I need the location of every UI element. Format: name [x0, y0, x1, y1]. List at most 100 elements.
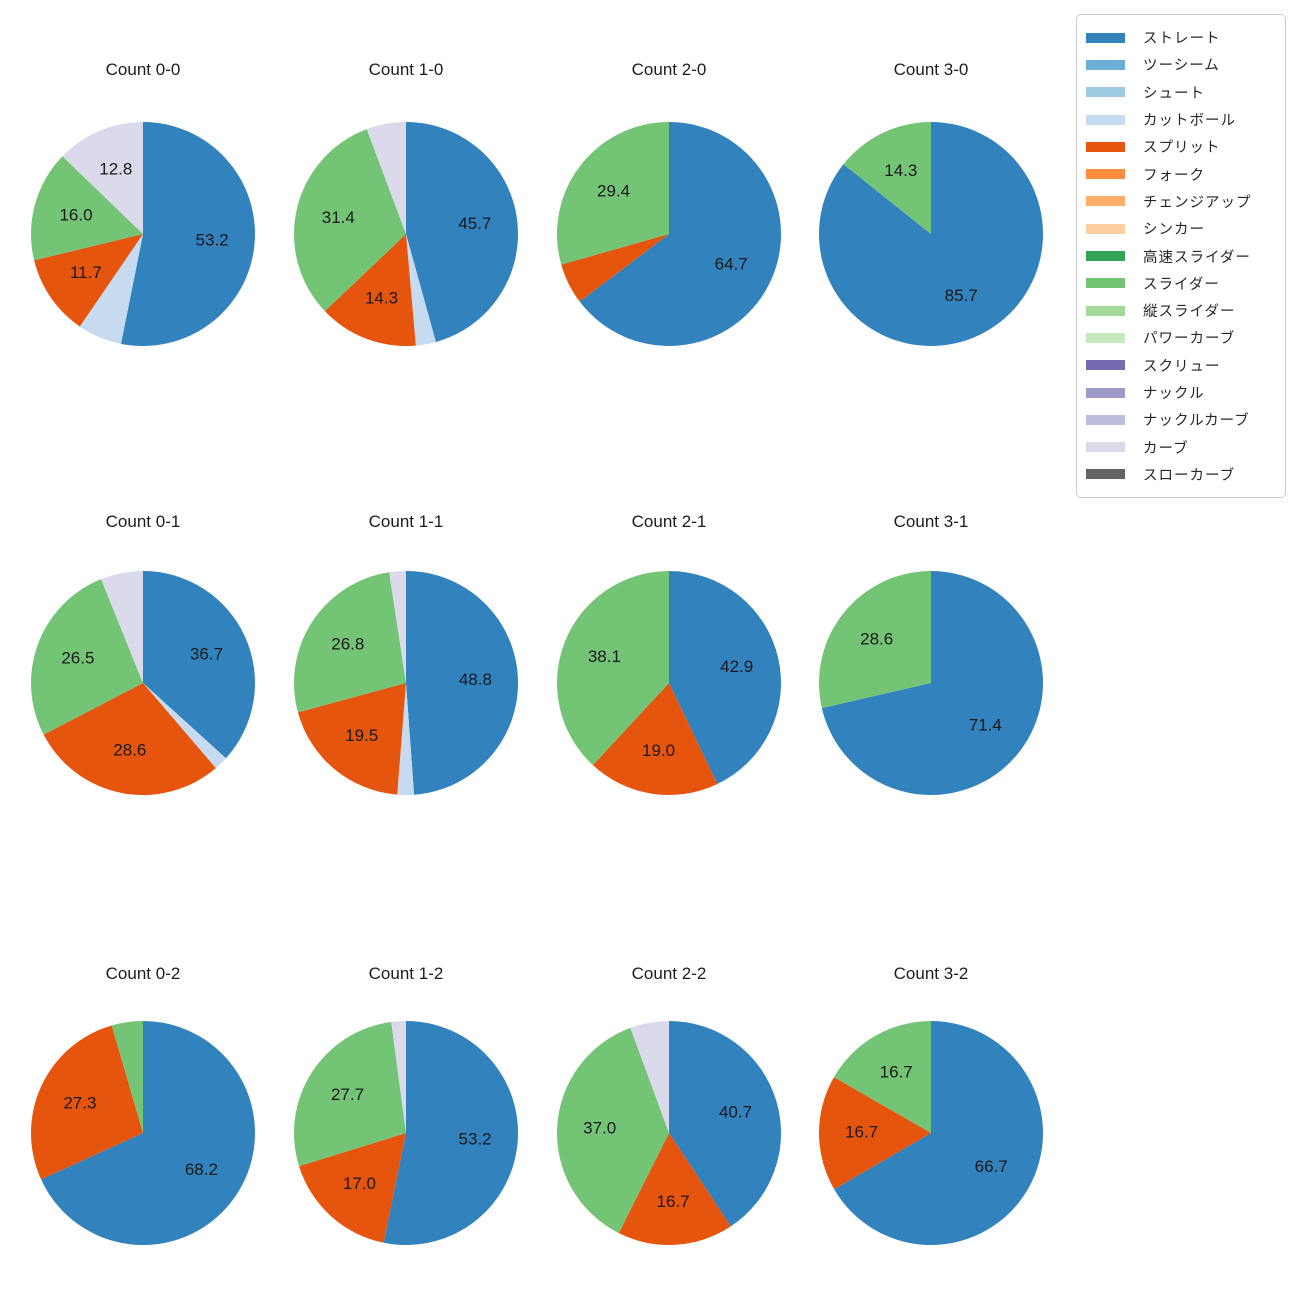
legend-swatch-icon [1086, 332, 1125, 343]
legend-label: ストレート [1143, 31, 1221, 48]
pie-count-3-0: 85.7 14.3 [819, 122, 1043, 346]
slice-percent-label: 48.8 [459, 670, 492, 689]
legend-label: 縦スライダー [1143, 304, 1236, 321]
pie-slice-スプリット [561, 234, 669, 302]
pie-slice-カーブ [630, 1021, 669, 1133]
legend-item: パワーカーブ [1086, 324, 1276, 351]
pie-slice-カーブ [391, 1021, 406, 1133]
legend-swatch-icon [1086, 278, 1125, 289]
pie-slice-カットボール [79, 234, 143, 344]
legend-swatch-icon [1086, 169, 1125, 180]
slice-percent-label: 64.7 [715, 254, 748, 273]
slice-percent-label: 27.3 [63, 1093, 96, 1112]
slice-percent-label: 29.4 [597, 182, 630, 201]
pie-slice-ストレート [121, 122, 255, 346]
legend-item: ナックルカーブ [1086, 406, 1276, 433]
pie-slice-ストレート [819, 122, 1043, 346]
slice-percent-label: 36.7 [190, 644, 223, 663]
legend-swatch-icon [1086, 32, 1125, 43]
legend-item: スクリュー [1086, 352, 1276, 379]
pie-count-2-1: 42.9 19.0 38.1 [557, 571, 781, 795]
legend-label: シュート [1143, 85, 1205, 102]
pie-count-3-1: 71.4 28.6 [819, 571, 1043, 795]
pie-slice-スライダー [557, 571, 669, 766]
legend-swatch-icon [1086, 305, 1125, 316]
pie-count-0-2: 68.2 27.3 [31, 1021, 255, 1245]
slice-percent-label: 28.6 [113, 741, 146, 760]
pie-slice-ストレート [41, 1021, 255, 1245]
slice-percent-label: 11.7 [70, 263, 102, 282]
chart-title-count-0-2: Count 0-2 [105, 964, 181, 983]
chart-title-count-0-0: Count 0-0 [105, 60, 181, 79]
pie-slice-スライダー [557, 122, 669, 265]
pie-slice-スライダー [294, 129, 406, 312]
legend-label: チェンジアップ [1143, 194, 1252, 211]
slice-percent-label: 16.7 [845, 1123, 878, 1142]
pie-slice-スライダー [557, 1027, 669, 1234]
chart-title-count-1-0: Count 1-0 [368, 60, 444, 79]
slice-percent-label: 37.0 [583, 1119, 616, 1138]
pie-count-1-2: 53.2 17.0 27.7 [294, 1021, 518, 1245]
slice-percent-label: 71.4 [969, 716, 1002, 735]
pie-count-2-2: 40.7 16.7 37.0 [557, 1021, 781, 1245]
pie-slice-スプリット [618, 1133, 731, 1245]
pie-slice-スプリット [324, 234, 416, 346]
pie-slice-スライダー [843, 122, 931, 234]
slice-percent-label: 16.0 [59, 205, 92, 224]
legend-swatch-icon [1086, 251, 1125, 262]
legend-label: フォーク [1143, 167, 1205, 184]
pie-slice-ストレート [669, 571, 781, 785]
legend-box: ストレート ツーシーム シュート カットボール スプリット フォーク チェンジアップ シンカー… [1076, 14, 1286, 499]
chart-title-count-3-1: Count 3-1 [893, 512, 969, 531]
legend-item: シンカー [1086, 215, 1276, 242]
pie-count-1-0: 45.7 14.3 31.4 [294, 122, 518, 346]
pie-slice-スプリット [592, 683, 718, 795]
pie-slice-スプリット [819, 1077, 931, 1190]
legend-label: シンカー [1143, 222, 1205, 239]
pie-slice-スプリット [297, 683, 406, 795]
slice-percent-label: 14.3 [884, 161, 917, 180]
legend-swatch-icon [1086, 114, 1125, 125]
pie-slice-スライダー [833, 1021, 931, 1133]
legend-swatch-icon [1086, 87, 1125, 98]
pie-slice-ストレート [579, 122, 781, 346]
legend-label: スライダー [1143, 276, 1220, 293]
legend-swatch-icon [1086, 414, 1125, 425]
legend-item: 高速スライダー [1086, 242, 1276, 269]
legend-swatch-icon [1086, 141, 1125, 152]
legend-swatch-icon [1086, 360, 1125, 371]
legend-label: ナックル [1143, 386, 1205, 402]
legend-label: 高速スライダー [1143, 249, 1251, 266]
legend-item: シュート [1086, 79, 1276, 106]
legend-swatch-icon [1086, 59, 1125, 70]
slice-percent-label: 19.0 [642, 741, 675, 760]
slice-percent-label: 28.6 [860, 629, 893, 648]
pie-slice-スライダー [294, 572, 406, 713]
pie-slice-スライダー [31, 579, 143, 735]
slice-percent-label: 16.7 [657, 1192, 690, 1211]
pie-slice-カーブ [62, 122, 143, 234]
slice-percent-label: 66.7 [975, 1157, 1008, 1176]
legend-label: パワーカーブ [1143, 331, 1236, 348]
pie-slice-スプリット [34, 234, 143, 327]
slice-percent-label: 31.4 [322, 208, 355, 227]
slice-percent-label: 42.9 [720, 657, 753, 676]
pie-slice-スライダー [819, 571, 931, 709]
legend-label: スクリュー [1143, 358, 1221, 375]
pie-slice-カットボール [397, 683, 415, 795]
slice-percent-label: 27.7 [331, 1085, 364, 1104]
pie-count-2-0: 64.7 29.4 [557, 122, 781, 346]
slice-percent-label: 17.0 [343, 1174, 376, 1193]
pie-slice-スプリット [43, 683, 216, 795]
pie-slice-ストレート [821, 571, 1043, 795]
slice-percent-label: 53.2 [459, 1129, 492, 1148]
legend-label: カットボール [1143, 113, 1236, 130]
pie-slice-スプリット [31, 1025, 144, 1180]
legend-label: スプリット [1143, 140, 1221, 157]
slice-percent-label: 19.5 [345, 726, 378, 745]
pie-slice-カーブ [101, 571, 143, 683]
slice-percent-label: 26.5 [61, 648, 94, 667]
chart-title-count-3-0: Count 3-0 [893, 60, 969, 79]
pie-slice-スライダー [294, 1021, 406, 1167]
